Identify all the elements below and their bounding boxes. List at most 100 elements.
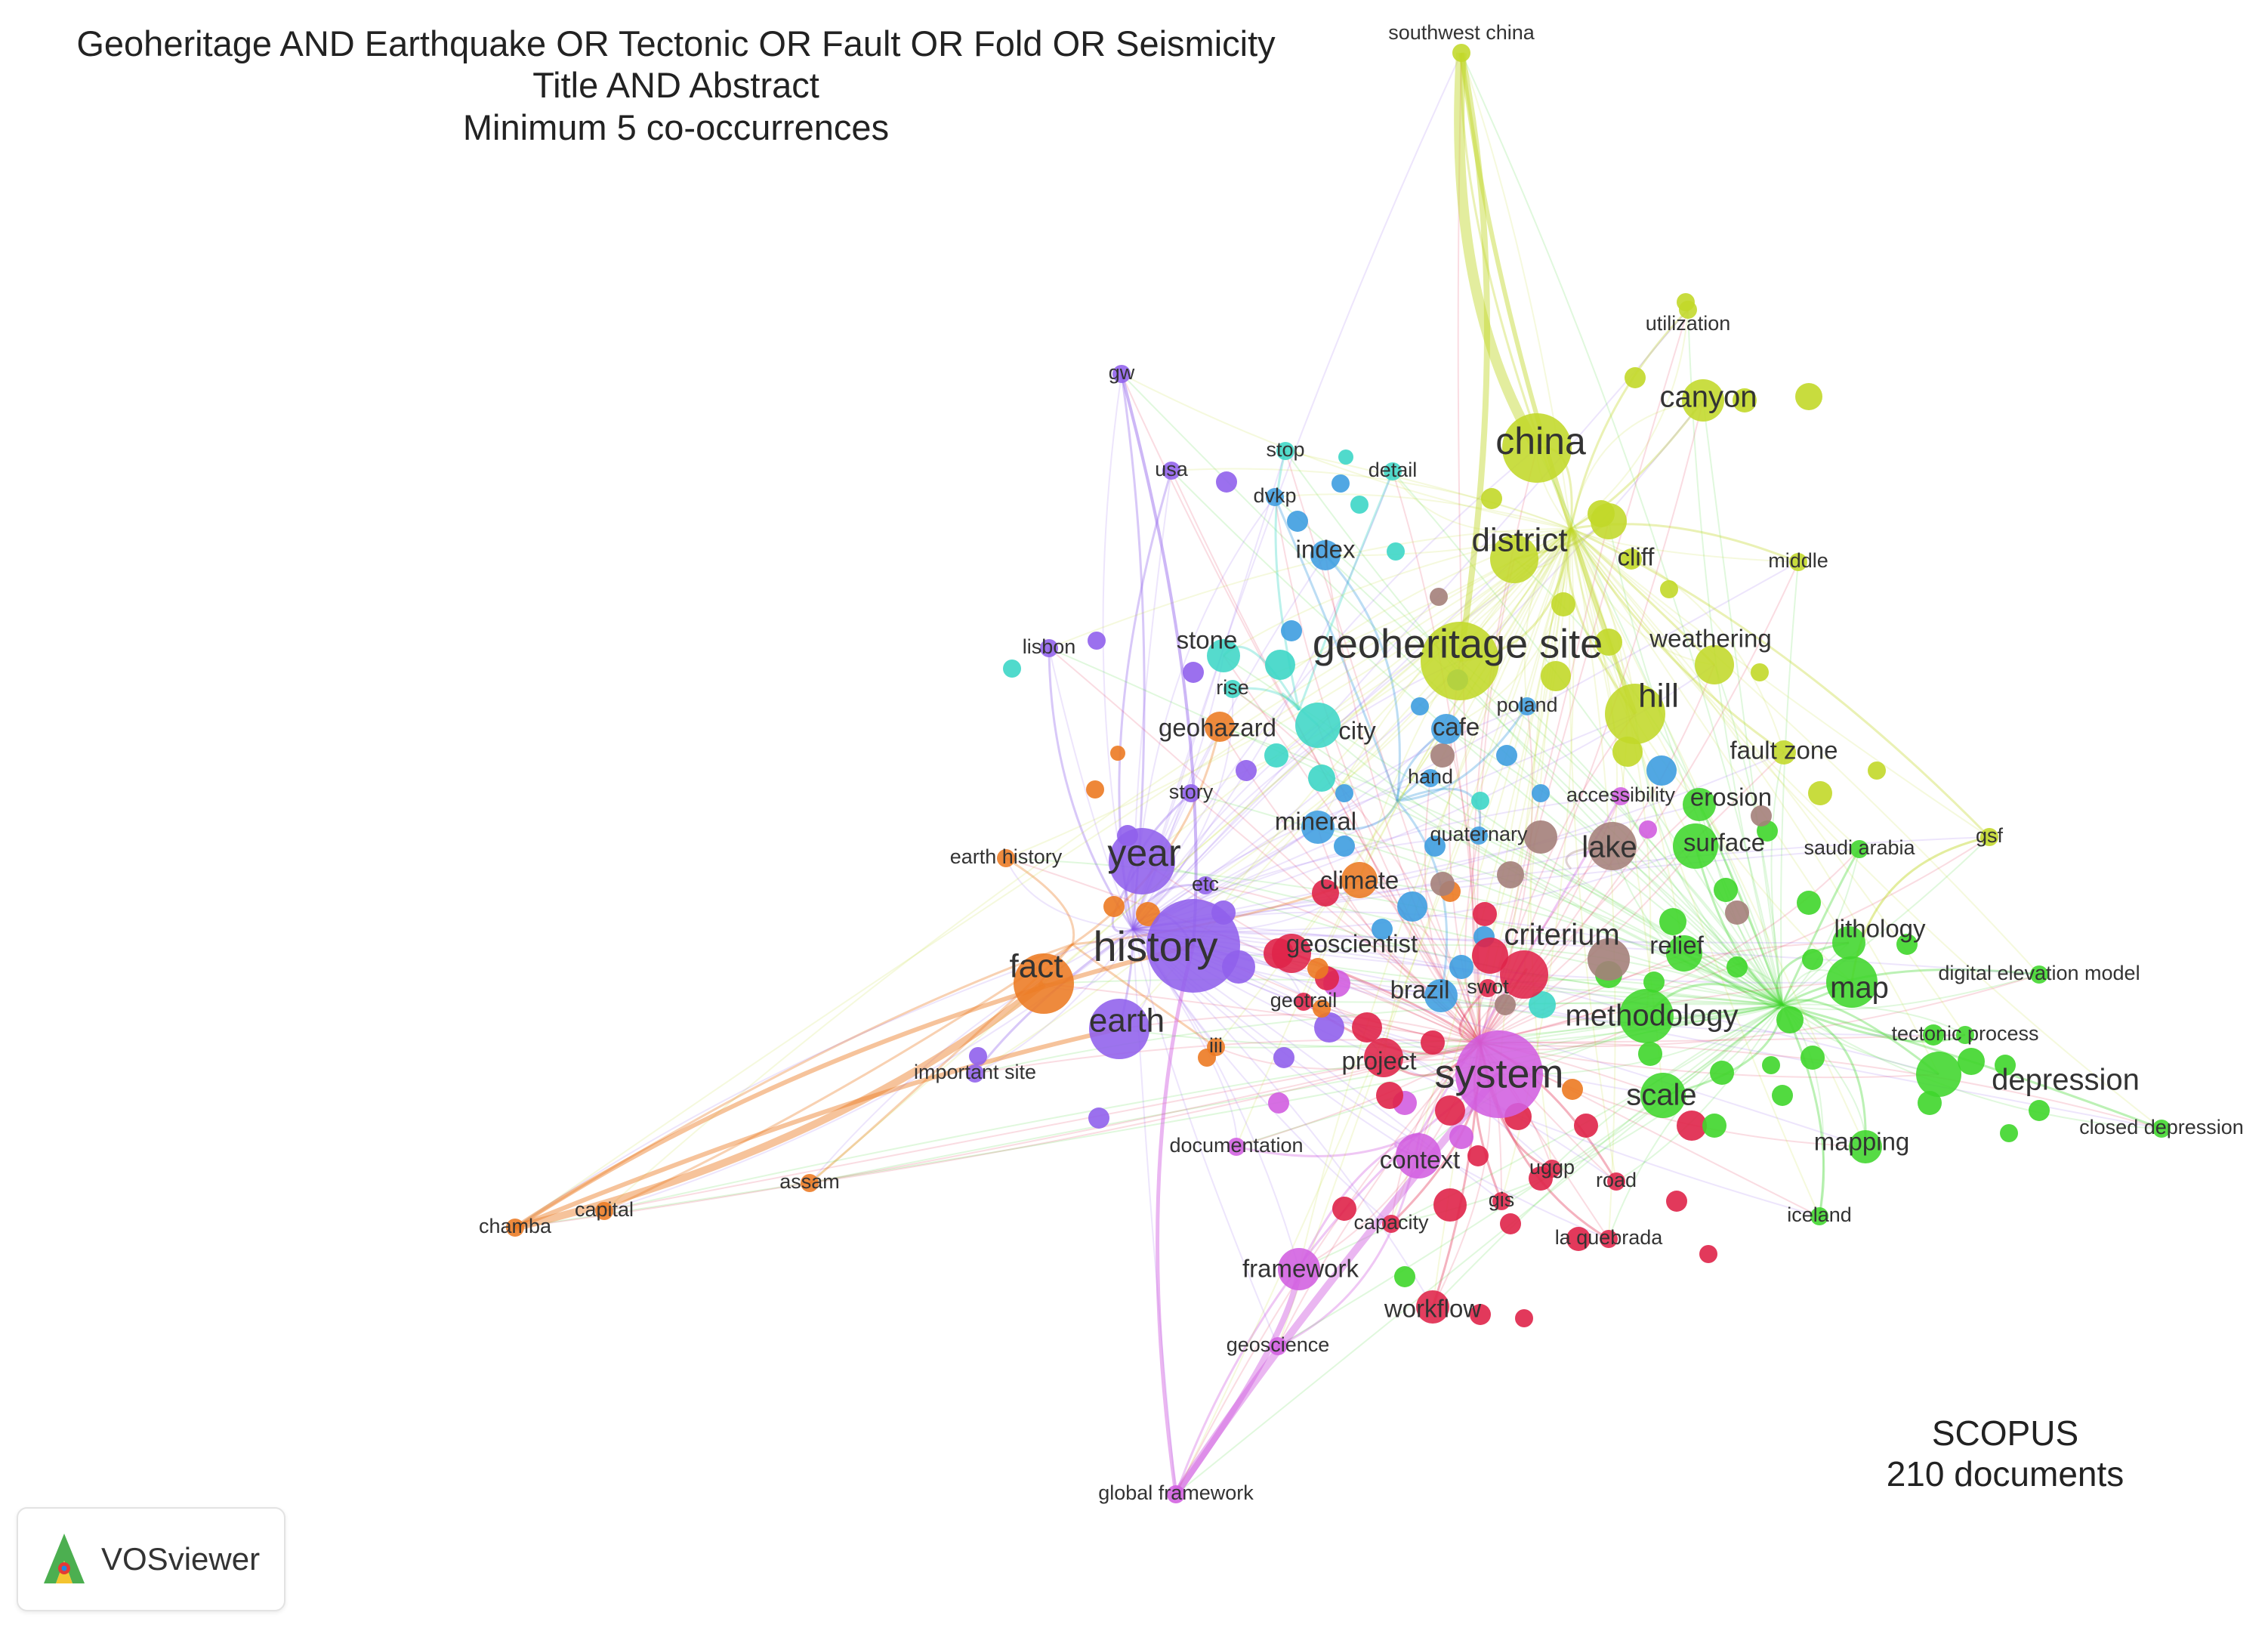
node-erosion[interactable] [1683,788,1716,821]
node-label: geoscientist [1286,930,1418,958]
node-southwest-china[interactable] [1452,44,1470,62]
link-edge [1132,521,1609,930]
node-cliff[interactable] [1591,503,1627,539]
link-bundle [1172,1071,1502,1497]
node-hill[interactable] [1605,684,1665,744]
minor-node-layer [969,293,2050,1327]
link-edge [1570,309,1689,530]
node-district[interactable] [1490,535,1538,583]
link-edge [1536,447,1783,1006]
node-label: poland [1496,694,1557,716]
link-edge [1698,804,1784,1006]
node-digital-elevation-model[interactable] [2030,965,2048,984]
node-scale[interactable] [1640,1073,1686,1118]
node-project[interactable] [1364,1038,1403,1077]
node-accessibility[interactable] [1612,787,1630,805]
link-edge [1359,879,1783,1006]
node-lithology[interactable] [1832,926,1865,959]
node-lisbon[interactable] [1040,639,1058,657]
node-lake[interactable] [1588,822,1637,870]
link-edge [1570,528,1696,847]
node-canyon[interactable] [1682,379,1724,422]
node-china[interactable] [1502,413,1572,483]
node-iii[interactable] [1207,1038,1225,1056]
node-gsf[interactable] [1980,828,1998,846]
node-label: etc [1192,873,1219,895]
node-year[interactable] [1109,828,1175,894]
node-chamba[interactable] [506,1219,524,1237]
node-gw[interactable] [1112,365,1131,383]
node-cafe[interactable] [1431,714,1461,744]
node-gis[interactable] [1492,1192,1510,1210]
node-methodology[interactable] [1619,989,1674,1043]
node-weathering[interactable] [1695,645,1734,684]
node-map[interactable] [1826,956,1878,1008]
node-utilization[interactable] [1679,301,1697,319]
node-label: utilization [1646,312,1731,335]
node-criterium[interactable] [1500,950,1548,999]
link-edge [603,1042,1481,1212]
node-detail[interactable] [1384,462,1402,480]
node-tectonic-process[interactable] [1956,1026,1974,1044]
node-fact[interactable] [1014,953,1074,1014]
node-depression[interactable] [1916,1052,1961,1097]
node-middle[interactable] [1789,553,1807,571]
node-la-quebrada[interactable] [1600,1230,1618,1248]
node-geoscientist[interactable] [1272,934,1311,973]
node-uggp[interactable] [1543,1160,1561,1178]
node-geoheritage-site[interactable] [1421,622,1499,700]
node-system[interactable] [1455,1030,1543,1118]
node-label: important site [914,1061,1036,1083]
node-framework[interactable] [1278,1248,1320,1290]
node-geotrail[interactable] [1294,993,1313,1011]
node-brazil[interactable] [1424,979,1458,1012]
node-mapping[interactable] [1849,1130,1882,1163]
node-climate[interactable] [1341,862,1378,898]
node-geoscience[interactable] [1269,1337,1287,1355]
link-edge [1359,879,1481,1043]
node-geohazard[interactable] [1205,712,1235,742]
node-mineral[interactable] [1301,811,1335,844]
node-poland[interactable] [1518,697,1536,715]
node-stop[interactable] [1276,442,1294,460]
node-stone[interactable] [1207,639,1240,672]
node-history[interactable] [1146,899,1240,993]
node-context[interactable] [1396,1133,1441,1179]
link-edge [1325,555,1783,1006]
node-hand[interactable] [1421,769,1439,787]
node-story[interactable] [1182,784,1200,802]
node-index[interactable] [1310,540,1341,570]
node-earth-history[interactable] [997,849,1015,867]
node-global-framework[interactable] [1167,1485,1185,1503]
minor-node [1449,1125,1473,1149]
link-edge [1770,752,1785,1006]
node-dvkp[interactable] [1266,488,1284,506]
node-important-site[interactable] [966,1064,984,1083]
node-documentation[interactable] [1227,1138,1245,1156]
vosviewer-name: VOSviewer [101,1541,261,1577]
minor-node [1273,1047,1294,1068]
node-surface[interactable] [1673,823,1718,869]
node-earth[interactable] [1089,999,1149,1059]
node-assam[interactable] [801,1174,819,1192]
node-usa[interactable] [1162,462,1180,480]
node-label: story [1169,780,1214,803]
node-swot[interactable] [1479,979,1497,997]
node-road[interactable] [1607,1172,1625,1191]
node-iceland[interactable] [1810,1207,1828,1225]
node-capital[interactable] [595,1202,613,1220]
minor-node [1308,765,1335,792]
node-fault-zone[interactable] [1772,740,1796,765]
node-closed-depression[interactable] [2152,1120,2171,1138]
node-etc[interactable] [1196,876,1214,894]
node-workflow[interactable] [1416,1290,1449,1324]
node-relief[interactable] [1666,935,1702,972]
minor-node [1566,1227,1591,1251]
node-rise[interactable] [1223,680,1242,698]
node-saudi-arabia[interactable] [1850,840,1868,858]
vosviewer-badge[interactable]: VOSviewer [17,1507,285,1611]
node-quaternary[interactable] [1470,826,1488,845]
minor-node [1430,588,1448,606]
node-city[interactable] [1295,703,1341,748]
node-capacity[interactable] [1382,1215,1400,1233]
